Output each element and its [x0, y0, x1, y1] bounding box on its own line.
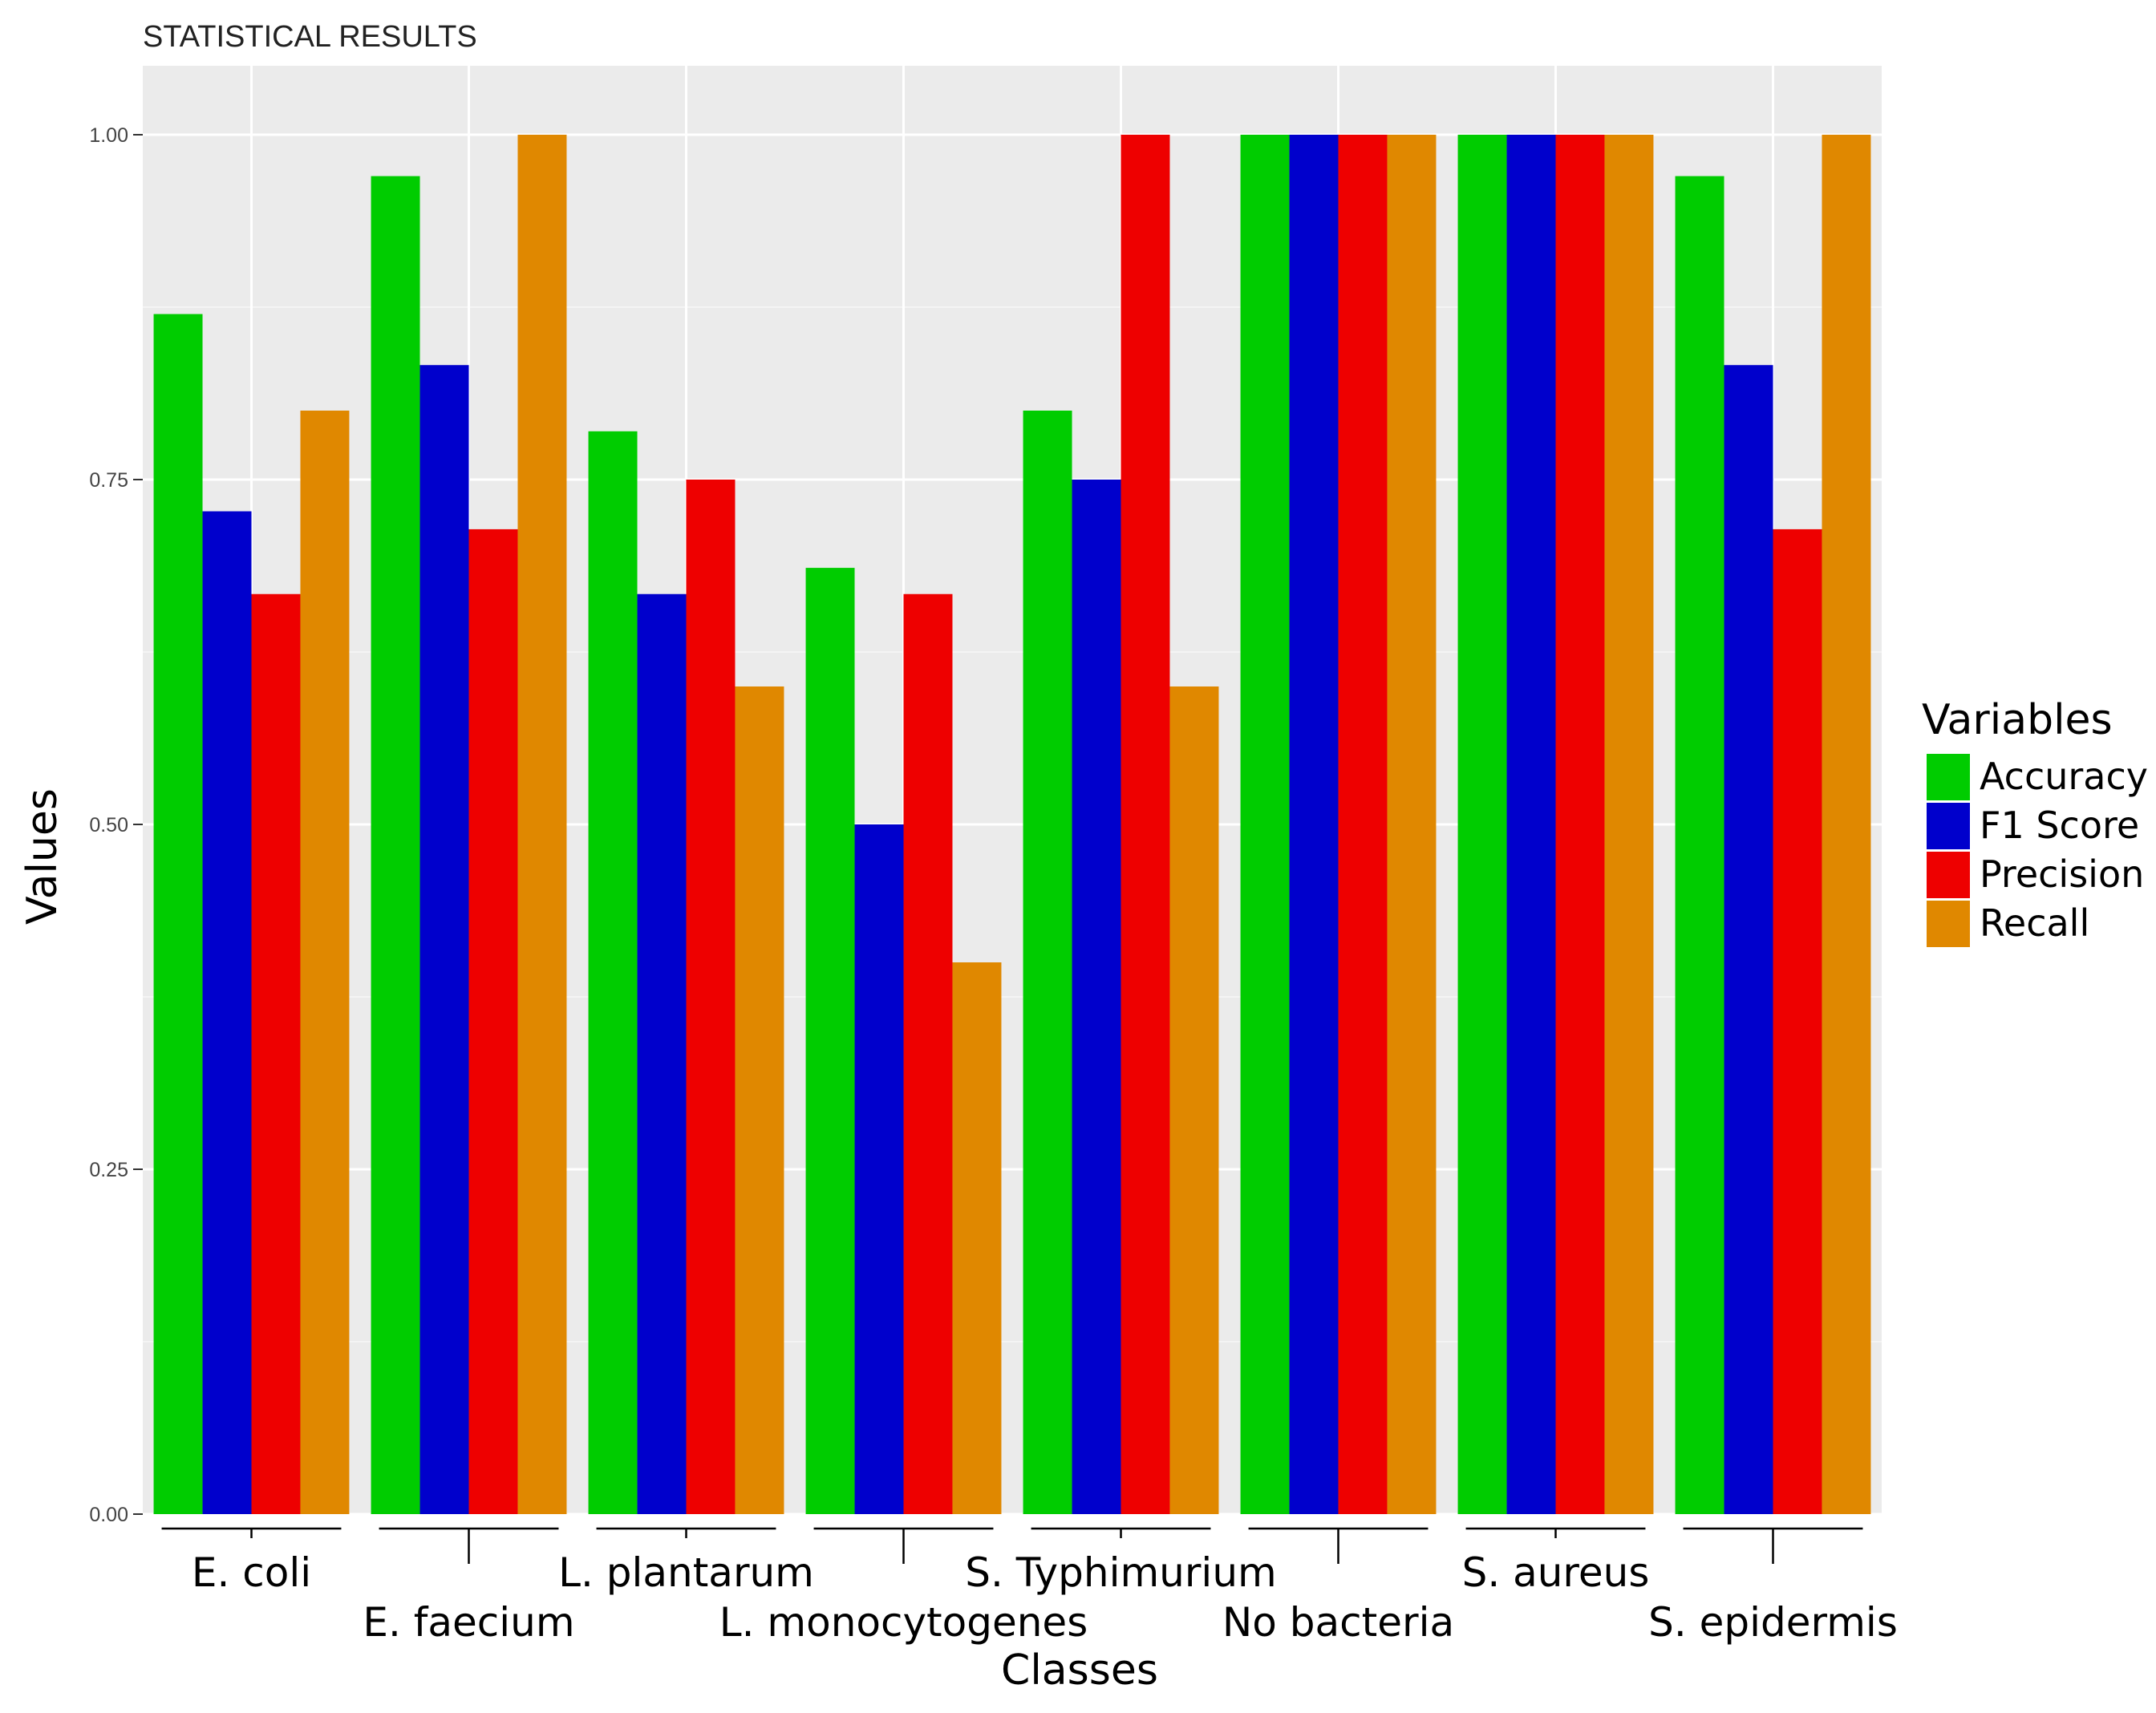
x-tick-label: No bacteria — [1222, 1599, 1454, 1646]
bar-accuracy — [1240, 135, 1290, 1514]
x-axis-title: Classes — [1001, 1646, 1158, 1695]
x-tick-label: L. monocytogenes — [719, 1599, 1088, 1646]
x-tick-label: L. plantarum — [558, 1549, 814, 1596]
legend-title: Variables — [1922, 696, 2113, 744]
bar-f1-score — [854, 824, 904, 1514]
legend-swatch-recall — [1927, 901, 1970, 947]
bar-f1-score — [637, 593, 687, 1514]
bar-precision — [903, 593, 953, 1514]
bar-precision — [1338, 135, 1388, 1514]
plot-area — [143, 66, 1882, 1516]
bar-recall — [952, 962, 1002, 1514]
bar-recall — [300, 411, 350, 1514]
legend-label: F1 Score — [1980, 804, 2139, 847]
bar-accuracy — [588, 431, 638, 1514]
legend-label: Precision — [1980, 852, 2144, 896]
bar-f1-score — [1506, 135, 1556, 1514]
bar-accuracy — [371, 176, 420, 1515]
bar-f1-score — [1072, 480, 1121, 1514]
x-tick-label: E. coli — [192, 1549, 311, 1596]
bar-recall — [735, 686, 784, 1514]
bar-accuracy — [1023, 411, 1072, 1514]
bar-accuracy — [1675, 176, 1724, 1515]
bar-accuracy — [1457, 135, 1507, 1514]
y-tick-label: 0.00 — [89, 1504, 128, 1526]
y-tick-label: 0.25 — [89, 1159, 128, 1181]
y-axis: 0.00 0.25 0.50 0.75 1.00 — [89, 124, 143, 1526]
bar-recall — [1604, 135, 1654, 1514]
chart-title: STATISTICAL RESULTS — [143, 20, 477, 54]
legend-swatch-accuracy — [1927, 754, 1970, 800]
bar-f1-score — [202, 511, 252, 1514]
y-tick-label: 0.75 — [89, 469, 128, 492]
x-tick-label: S. aureus — [1462, 1549, 1650, 1596]
y-axis-title: Values — [18, 788, 67, 925]
legend-swatch-precision — [1927, 852, 1970, 898]
bar-recall — [517, 135, 567, 1514]
bar-accuracy — [153, 314, 203, 1515]
bar-precision — [468, 528, 518, 1515]
bar-precision — [251, 593, 301, 1514]
bar-precision — [686, 480, 736, 1514]
x-tick-label: E. faecium — [363, 1599, 574, 1646]
bar-precision — [1773, 528, 1822, 1515]
legend-label: Accuracy — [1980, 755, 2148, 798]
legend-label: Recall — [1980, 901, 2089, 945]
legend: Variables Accuracy F1 Score Precision Recal… — [1922, 696, 2148, 947]
legend-swatch-f1-score — [1927, 803, 1970, 849]
bar-recall — [1822, 135, 1871, 1514]
bar-recall — [1387, 135, 1437, 1514]
bar-recall — [1169, 686, 1219, 1514]
bar-precision — [1121, 135, 1170, 1514]
bar-accuracy — [805, 568, 855, 1514]
bar-f1-score — [1724, 365, 1773, 1514]
y-tick-label: 1.00 — [89, 124, 128, 147]
bar-f1-score — [419, 365, 469, 1514]
x-tick-label: S. Typhimurium — [965, 1549, 1276, 1596]
x-tick-label: S. epidermis — [1648, 1599, 1898, 1646]
bar-f1-score — [1289, 135, 1339, 1514]
y-tick-label: 0.50 — [89, 814, 128, 836]
bar-precision — [1555, 135, 1605, 1514]
